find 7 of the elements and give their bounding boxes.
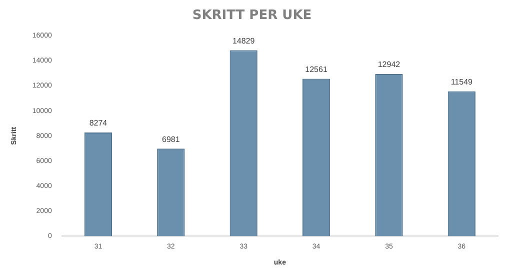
data-label: 11549 (450, 78, 474, 87)
data-label: 14829 (232, 36, 256, 46)
data-label: 8274 (89, 118, 108, 128)
data-label: 12942 (378, 60, 401, 70)
data-label: 6981 (162, 134, 180, 144)
chart-title: SKRITT PER UKE (192, 8, 312, 24)
data-label: 12561 (305, 64, 328, 74)
